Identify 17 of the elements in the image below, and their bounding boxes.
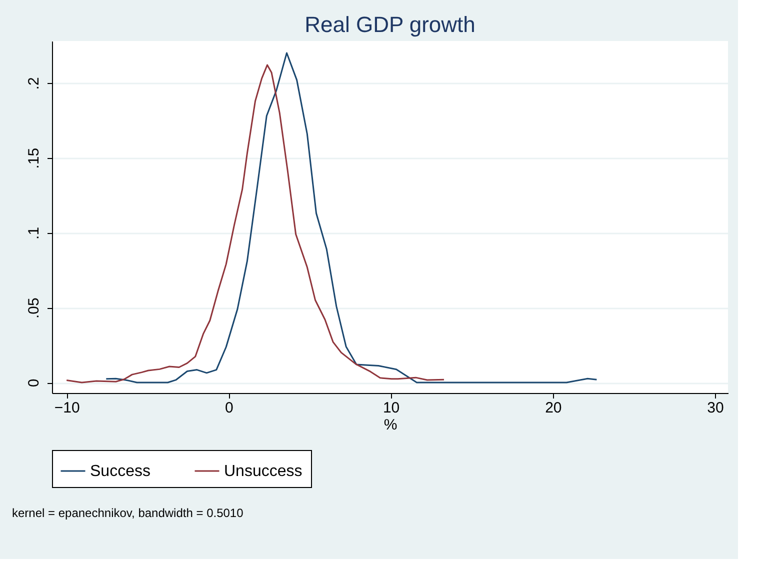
legend-label: Success: [90, 463, 150, 480]
y-tick-label: .2: [26, 77, 42, 90]
y-tick-label: .05: [26, 298, 42, 319]
y-tick-label: 0: [26, 378, 42, 388]
line-series: [105, 52, 598, 384]
x-tick-label: 10: [382, 400, 400, 416]
x-tick-label: 0: [225, 400, 234, 416]
x-tick-label: 30: [707, 400, 724, 416]
chart-title: Real GDP growth: [304, 12, 476, 37]
text: kernel = epanechnikov, bandwidth = 0.5010: [12, 506, 244, 520]
x-tick-label: 20: [545, 400, 562, 416]
legend-label: Unsuccess: [224, 463, 302, 480]
x-axis-title: %: [384, 416, 398, 434]
line-series: [66, 64, 445, 384]
y-tick-label: .15: [26, 148, 42, 169]
y-tick-label: .1: [26, 226, 42, 240]
x-tick-label: −10: [54, 400, 80, 416]
